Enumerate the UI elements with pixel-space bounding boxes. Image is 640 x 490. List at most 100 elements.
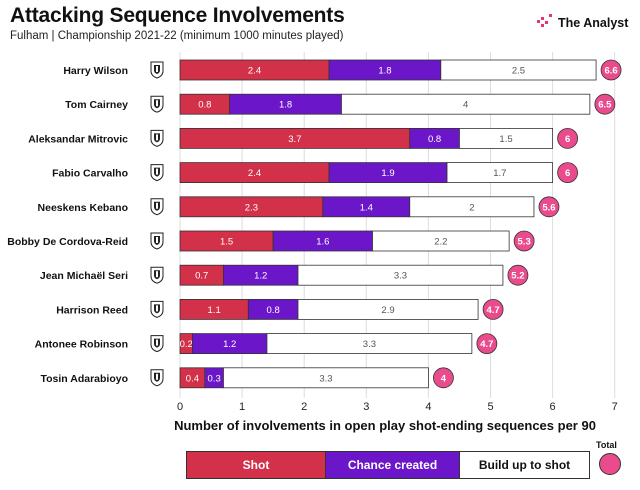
bar-value-label: 1.5	[220, 237, 233, 248]
total-value-label: 6.6	[604, 66, 617, 77]
bar-value-label: 1.6	[316, 237, 329, 248]
bar-value-label: 2.4	[248, 168, 261, 179]
bar-value-label: 2.4	[248, 66, 261, 77]
bar-value-label: 3.3	[363, 339, 376, 350]
bar-value-label: 1.2	[223, 339, 236, 350]
bar-segment-build-up-to-shot	[297, 264, 504, 286]
bar-value-label: 3.3	[319, 373, 332, 384]
x-tick-label: 1	[239, 401, 245, 413]
total-marker	[594, 93, 616, 115]
legend-total-label: Total	[596, 440, 617, 450]
legend-total-marker	[599, 453, 621, 475]
legend: Shot Chance created Build up to shot	[186, 451, 590, 479]
bar-segment-build-up-to-shot	[297, 298, 479, 320]
bar-segment-build-up-to-shot	[440, 59, 597, 81]
bar-value-label: 1.4	[360, 202, 373, 213]
x-tick-label: 3	[363, 401, 369, 413]
total-marker	[513, 230, 535, 252]
bar-value-label: 0.8	[428, 134, 441, 145]
club-crest-icon	[150, 335, 164, 353]
bar-value-label: 1.2	[254, 271, 267, 282]
club-crest-icon	[150, 164, 164, 182]
player-name: Tosin Adarabioyo	[40, 373, 128, 385]
total-marker	[557, 127, 578, 149]
legend-shot: Shot	[187, 452, 326, 478]
total-value-label: 4.7	[486, 305, 499, 316]
total-marker	[557, 162, 578, 184]
total-marker	[476, 333, 498, 355]
player-name: Harrison Reed	[56, 304, 128, 316]
club-crest-icon	[150, 198, 164, 216]
club-crest-icon	[150, 95, 164, 113]
player-name: Antonee Robinson	[35, 339, 128, 351]
legend-build-up: Build up to shot	[460, 452, 589, 478]
total-marker	[600, 59, 622, 81]
bar-value-label: 0.2	[180, 339, 193, 350]
total-marker	[538, 196, 560, 218]
bar-segment-build-up-to-shot	[223, 367, 429, 389]
player-name: Neeskens Kebano	[38, 202, 128, 214]
bar-segment-build-up-to-shot	[266, 333, 473, 355]
total-marker	[507, 264, 529, 286]
total-value-label: 4.7	[480, 339, 493, 350]
bar-value-label: 0.4	[186, 373, 199, 384]
bar-value-label: 0.8	[198, 100, 211, 111]
bar-value-label: 1.8	[378, 66, 391, 77]
total-value-label: 5.3	[518, 237, 531, 248]
x-tick-label: 7	[612, 401, 618, 413]
player-name: Bobby De Cordova-Reid	[7, 236, 128, 248]
player-name: Tom Cairney	[65, 99, 128, 111]
club-crest-icon	[150, 266, 164, 284]
brand-name: The Analyst	[558, 15, 629, 30]
bar-value-label: 0.7	[195, 271, 208, 282]
x-tick-label: 4	[425, 401, 431, 413]
bar-segment-build-up-to-shot	[459, 127, 554, 149]
chart-title: Attacking Sequence Involvements	[10, 4, 345, 27]
bar-value-label: 0.8	[267, 305, 280, 316]
total-value-label: 6	[565, 168, 570, 179]
analyst-logo-icon	[536, 12, 554, 33]
club-crest-icon	[150, 61, 164, 79]
bar-value-label: 1.8	[279, 100, 292, 111]
club-crest-icon	[150, 369, 164, 387]
total-marker	[432, 367, 454, 389]
bar-segment-build-up-to-shot	[409, 196, 535, 218]
bar-segment-build-up-to-shot	[341, 93, 591, 115]
total-value-label: 5.2	[511, 271, 524, 282]
player-name: Fabio Carvalho	[52, 168, 128, 180]
x-tick-label: 0	[177, 401, 183, 413]
total-value-label: 5.6	[542, 202, 555, 213]
bar-segment-build-up-to-shot	[446, 162, 553, 184]
bar-value-label: 1.9	[381, 168, 394, 179]
total-value-label: 4	[441, 373, 447, 384]
club-crest-icon	[150, 232, 164, 250]
bar-value-label: 2.2	[434, 237, 447, 248]
player-name: Harry Wilson	[63, 65, 128, 77]
bar-value-label: 1.1	[208, 305, 221, 316]
x-axis-label: Number of involvements in open play shot…	[174, 418, 596, 433]
x-tick-label: 2	[301, 401, 307, 413]
chart-subtitle: Fulham | Championship 2021-22 (minimum 1…	[10, 30, 344, 42]
bar-segment-build-up-to-shot	[372, 230, 510, 252]
bar-value-label: 2.9	[381, 305, 394, 316]
player-name: Aleksandar Mitrovic	[28, 133, 128, 145]
bar-value-label: 2	[469, 202, 474, 213]
bar-value-label: 0.3	[208, 373, 221, 384]
bar-value-label: 3.3	[394, 271, 407, 282]
legend-chance-created: Chance created	[326, 452, 460, 478]
chart-area: 0 1 2 3 4 5 6 7 Harry Wilson 2.4 1.8 2.5 6.6 Tom Cair…	[7, 52, 622, 413]
bar-value-label: 1.5	[499, 134, 512, 145]
bar-value-label: 3.7	[288, 134, 301, 145]
brand: The Analyst	[536, 12, 628, 33]
player-name: Jean Michaël Seri	[40, 270, 128, 282]
total-value-label: 6.5	[598, 100, 612, 111]
x-tick-label: 5	[487, 401, 493, 413]
total-marker	[482, 298, 504, 320]
club-crest-icon	[150, 300, 164, 318]
bar-value-label: 4	[463, 100, 468, 111]
bar-value-label: 1.7	[493, 168, 506, 179]
bar-value-label: 2.5	[512, 66, 525, 77]
club-crest-icon	[150, 129, 164, 147]
bar-value-label: 2.3	[245, 202, 258, 213]
total-value-label: 6	[565, 134, 570, 145]
